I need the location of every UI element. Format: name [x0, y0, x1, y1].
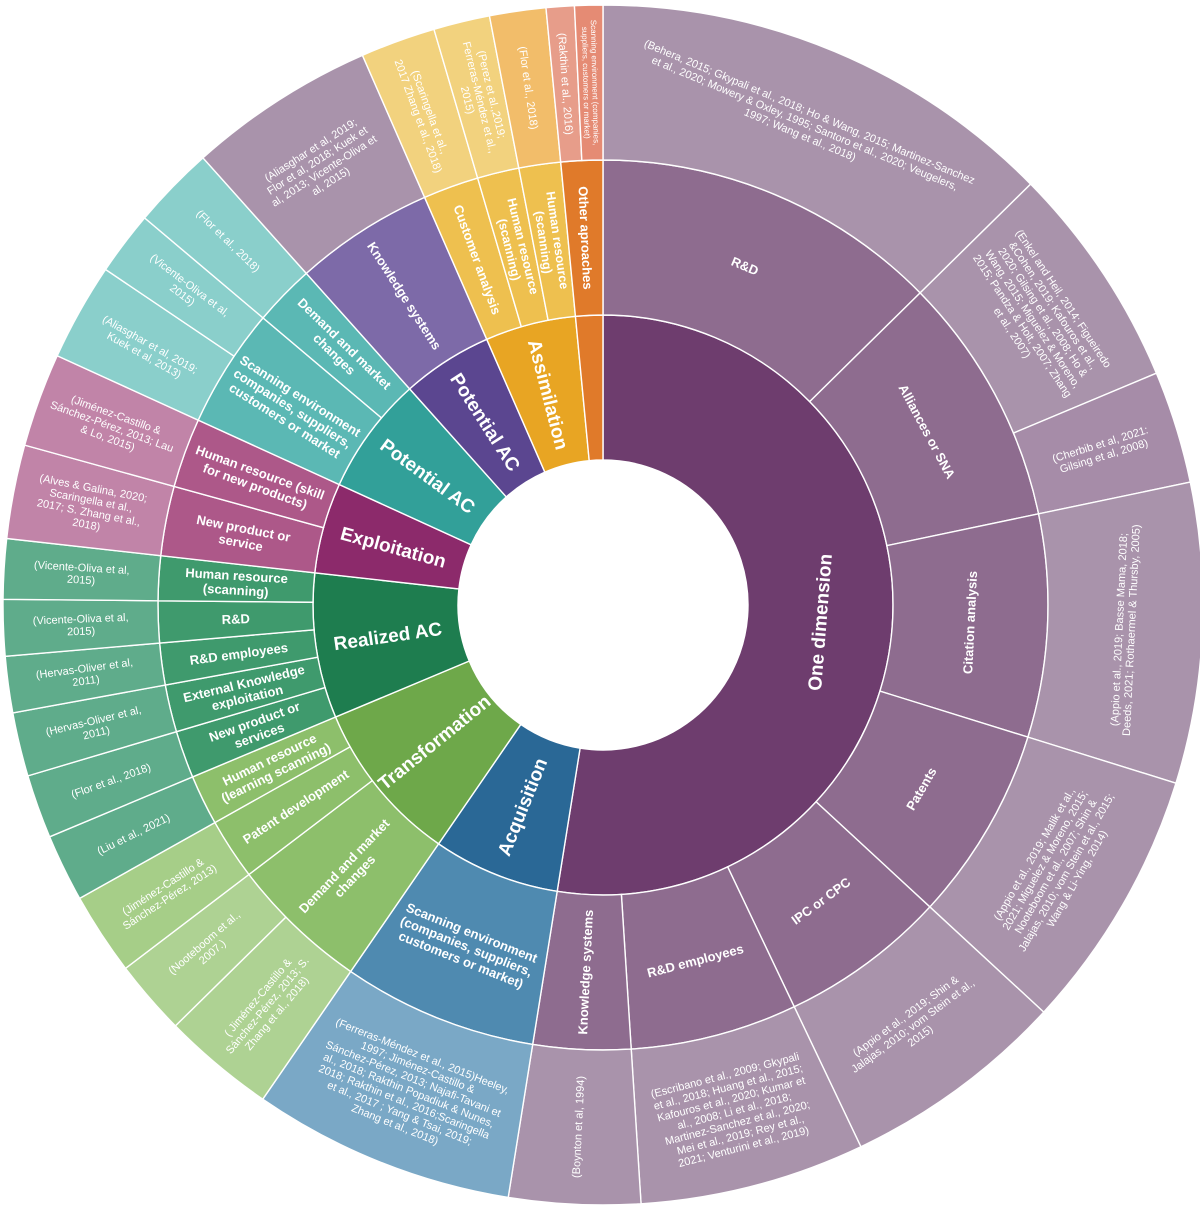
- label-segment-8-0-1: Scanning environment (companies,supplier…: [580, 20, 601, 146]
- label-one-dimension-0-6-0: (Boynton et al, 1994): [571, 1076, 588, 1179]
- center-hole: [458, 460, 748, 750]
- ring-subcategories: [157, 159, 1049, 1051]
- label-segment-8-0: Other aproaches: [576, 186, 596, 290]
- label-realized-ac-3-4-0: (Vicente-Oliva et al,2015): [33, 559, 130, 589]
- ring-categories: [312, 314, 894, 896]
- label-realized-ac-3-4: Human resource(scanning): [184, 565, 288, 601]
- label-realized-ac-3-3: R&D: [221, 611, 250, 627]
- label-one-dimension-0-6: Knowledge systems: [575, 909, 596, 1035]
- ring-references: [2, 4, 1200, 1206]
- label-one-dimension-0-2: Citation analysis: [960, 571, 980, 675]
- segment-segment-8-0-1: [573, 4, 604, 162]
- label-realized-ac-3-3-0: (Vicente-Oliva et al,2015): [33, 612, 130, 640]
